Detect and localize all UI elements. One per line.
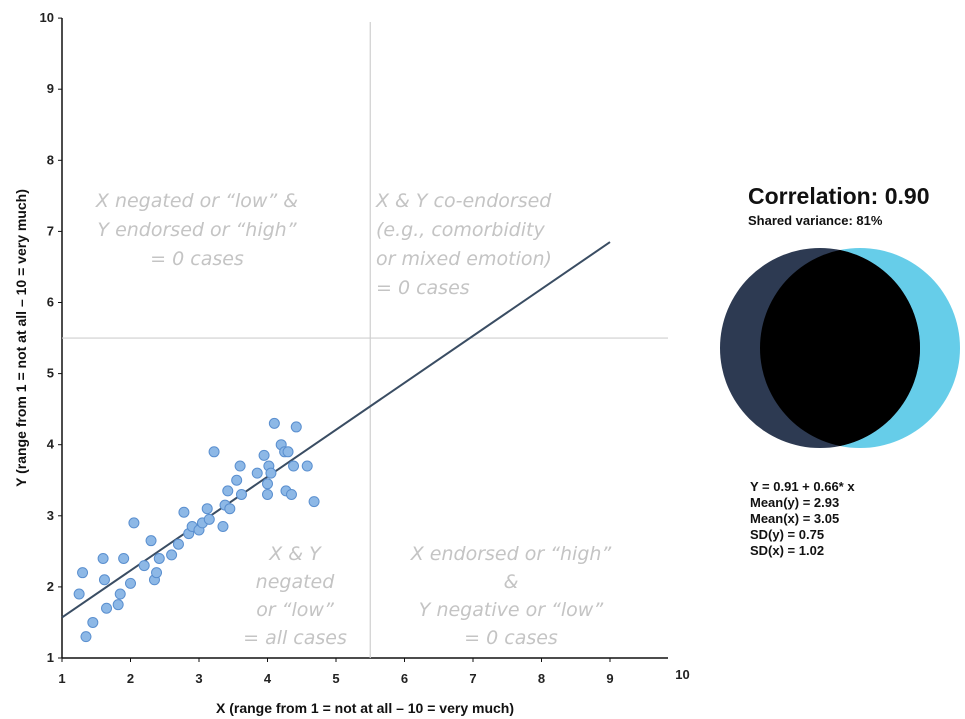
data-point bbox=[222, 485, 234, 497]
data-point bbox=[231, 474, 243, 486]
quadrant-bottom-left-line: X & Y bbox=[268, 543, 322, 565]
data-point bbox=[262, 488, 273, 500]
data-point bbox=[112, 599, 124, 611]
quadrant-top-left-line: Y endorsed or “high” bbox=[97, 219, 296, 241]
x-tick-label: 4 bbox=[264, 671, 272, 686]
sd-y: SD(y) = 0.75 bbox=[750, 527, 825, 542]
correlation-title: Correlation: 0.90 bbox=[748, 183, 930, 209]
data-point bbox=[262, 478, 273, 490]
quadrant-bottom-right-line: = 0 cases bbox=[464, 627, 558, 649]
quadrant-bottom-right-line: X endorsed or “high” bbox=[410, 543, 612, 565]
data-point bbox=[138, 560, 150, 572]
y-tick-label: 3 bbox=[47, 508, 54, 523]
y-tick-label: 8 bbox=[47, 152, 54, 167]
quadrant-bottom-left-line: or “low” bbox=[256, 599, 334, 621]
x-tick-label: 6 bbox=[401, 671, 408, 686]
y-tick-label: 1 bbox=[47, 650, 54, 665]
quadrant-bottom-left-line: = all cases bbox=[243, 627, 347, 649]
x-tick-label: 1 bbox=[58, 671, 65, 686]
reference-lines bbox=[62, 22, 668, 658]
quadrant-bottom-left: X & Y negated or “low” = all cases bbox=[243, 543, 347, 649]
data-point bbox=[125, 577, 136, 589]
data-point bbox=[258, 449, 270, 461]
sd-x: SD(x) = 1.02 bbox=[750, 543, 825, 558]
regression-equation: Y = 0.91 + 0.66* x bbox=[750, 479, 855, 494]
x-tick-label: 8 bbox=[538, 671, 545, 686]
data-point bbox=[98, 574, 110, 586]
quadrant-top-right-line: or mixed emotion) bbox=[376, 248, 552, 270]
y-tick-label: 9 bbox=[47, 81, 54, 96]
data-point bbox=[234, 460, 246, 472]
data-point bbox=[166, 549, 178, 561]
data-points bbox=[73, 417, 320, 643]
quadrant-bottom-left-line: negated bbox=[256, 571, 336, 593]
quadrant-bottom-right-line: & bbox=[504, 571, 519, 593]
data-point bbox=[217, 520, 229, 532]
data-point bbox=[87, 616, 99, 628]
data-point bbox=[101, 602, 113, 614]
shared-variance-label: Shared variance: 81% bbox=[748, 213, 883, 228]
quadrant-top-left: X negated or “low” & Y endorsed or “high”… bbox=[95, 190, 298, 270]
data-point bbox=[153, 552, 165, 564]
y-tick-label: 6 bbox=[47, 295, 54, 310]
data-point bbox=[172, 538, 184, 550]
data-point bbox=[301, 460, 313, 472]
data-point bbox=[128, 517, 140, 529]
quadrant-top-right-line: X & Y co-endorsed bbox=[375, 190, 552, 212]
quadrant-top-left-line: X negated or “low” & bbox=[95, 190, 298, 212]
venn-diagram bbox=[720, 248, 960, 448]
data-point bbox=[97, 552, 109, 564]
y-tick-label: 4 bbox=[47, 437, 55, 452]
data-point bbox=[285, 488, 297, 500]
data-point bbox=[201, 503, 213, 515]
regression-line bbox=[61, 241, 611, 619]
x-axis-title: X (range from 1 = not at all – 10 = very… bbox=[216, 700, 514, 716]
scatter-chart: X negated or “low” & Y endorsed or “high”… bbox=[13, 10, 690, 716]
x-tick-label: 7 bbox=[469, 671, 476, 686]
data-point bbox=[151, 567, 163, 579]
data-point bbox=[77, 567, 89, 579]
data-point bbox=[288, 460, 300, 472]
data-point bbox=[73, 588, 85, 600]
y-tick-label: 5 bbox=[47, 366, 54, 381]
x-tick-label: 2 bbox=[127, 671, 134, 686]
x-tick-label: 10 bbox=[675, 667, 689, 682]
quadrant-bottom-right: X endorsed or “high” & Y negative or “low”… bbox=[410, 543, 612, 649]
data-point bbox=[290, 421, 302, 433]
regression-line-layer bbox=[61, 241, 611, 619]
y-tick-label: 7 bbox=[47, 223, 54, 238]
quadrant-bottom-right-line: Y negative or “low” bbox=[419, 599, 604, 621]
data-point bbox=[265, 467, 277, 479]
data-point bbox=[145, 535, 157, 547]
data-point bbox=[208, 446, 220, 458]
mean-y: Mean(y) = 2.93 bbox=[750, 495, 840, 510]
correlation-panel: Correlation: 0.90 Shared variance: 81% Y… bbox=[700, 0, 965, 719]
data-point bbox=[224, 503, 236, 515]
data-point bbox=[203, 513, 215, 525]
data-point bbox=[114, 588, 126, 600]
quadrant-top-right: X & Y co-endorsed (e.g., comorbidity or mi… bbox=[375, 190, 552, 299]
y-axis-title: Y (range from 1 = not at all – 10 = very… bbox=[13, 189, 29, 487]
x-tick-label: 9 bbox=[606, 671, 613, 686]
stats-list: Y = 0.91 + 0.66* x Mean(y) = 2.93 Mean(x… bbox=[750, 479, 855, 559]
x-tick-label: 3 bbox=[195, 671, 202, 686]
x-tick-label: 5 bbox=[332, 671, 339, 686]
quadrant-top-left-line: = 0 cases bbox=[150, 248, 244, 270]
data-point bbox=[235, 488, 247, 500]
y-tick-label: 10 bbox=[40, 10, 54, 25]
data-point bbox=[118, 552, 130, 564]
data-point bbox=[308, 496, 320, 508]
mean-x: Mean(x) = 3.05 bbox=[750, 511, 840, 526]
data-point bbox=[80, 631, 92, 643]
quadrant-labels: X negated or “low” & Y endorsed or “high”… bbox=[95, 190, 612, 649]
y-tick-label: 2 bbox=[47, 579, 54, 594]
tick-labels: 1 2 3 4 5 6 7 8 9 10 1 2 3 4 5 6 7 8 9 10 bbox=[40, 10, 690, 686]
data-point bbox=[268, 417, 280, 429]
quadrant-top-right-line: = 0 cases bbox=[376, 277, 470, 299]
data-point bbox=[282, 446, 294, 458]
data-point bbox=[178, 506, 190, 518]
data-point bbox=[251, 467, 263, 479]
quadrant-top-right-line: (e.g., comorbidity bbox=[376, 219, 545, 241]
